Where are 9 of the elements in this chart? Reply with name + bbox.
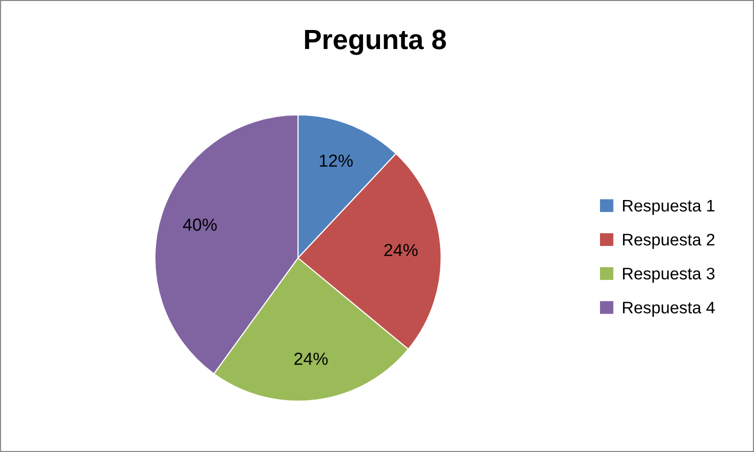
legend-label: Respuesta 2 [623,234,714,249]
data-label: 12% [320,154,353,167]
legend-label: Respuesta 3 [623,268,715,283]
data-label: 24% [384,244,418,256]
chart-title: Pregunta 8 [305,30,446,55]
data-label: 40% [183,218,217,231]
legend-label: Respuesta 1 [623,200,714,215]
legend-label: Respuesta 4 [623,302,715,317]
data-label: 24% [294,352,328,365]
